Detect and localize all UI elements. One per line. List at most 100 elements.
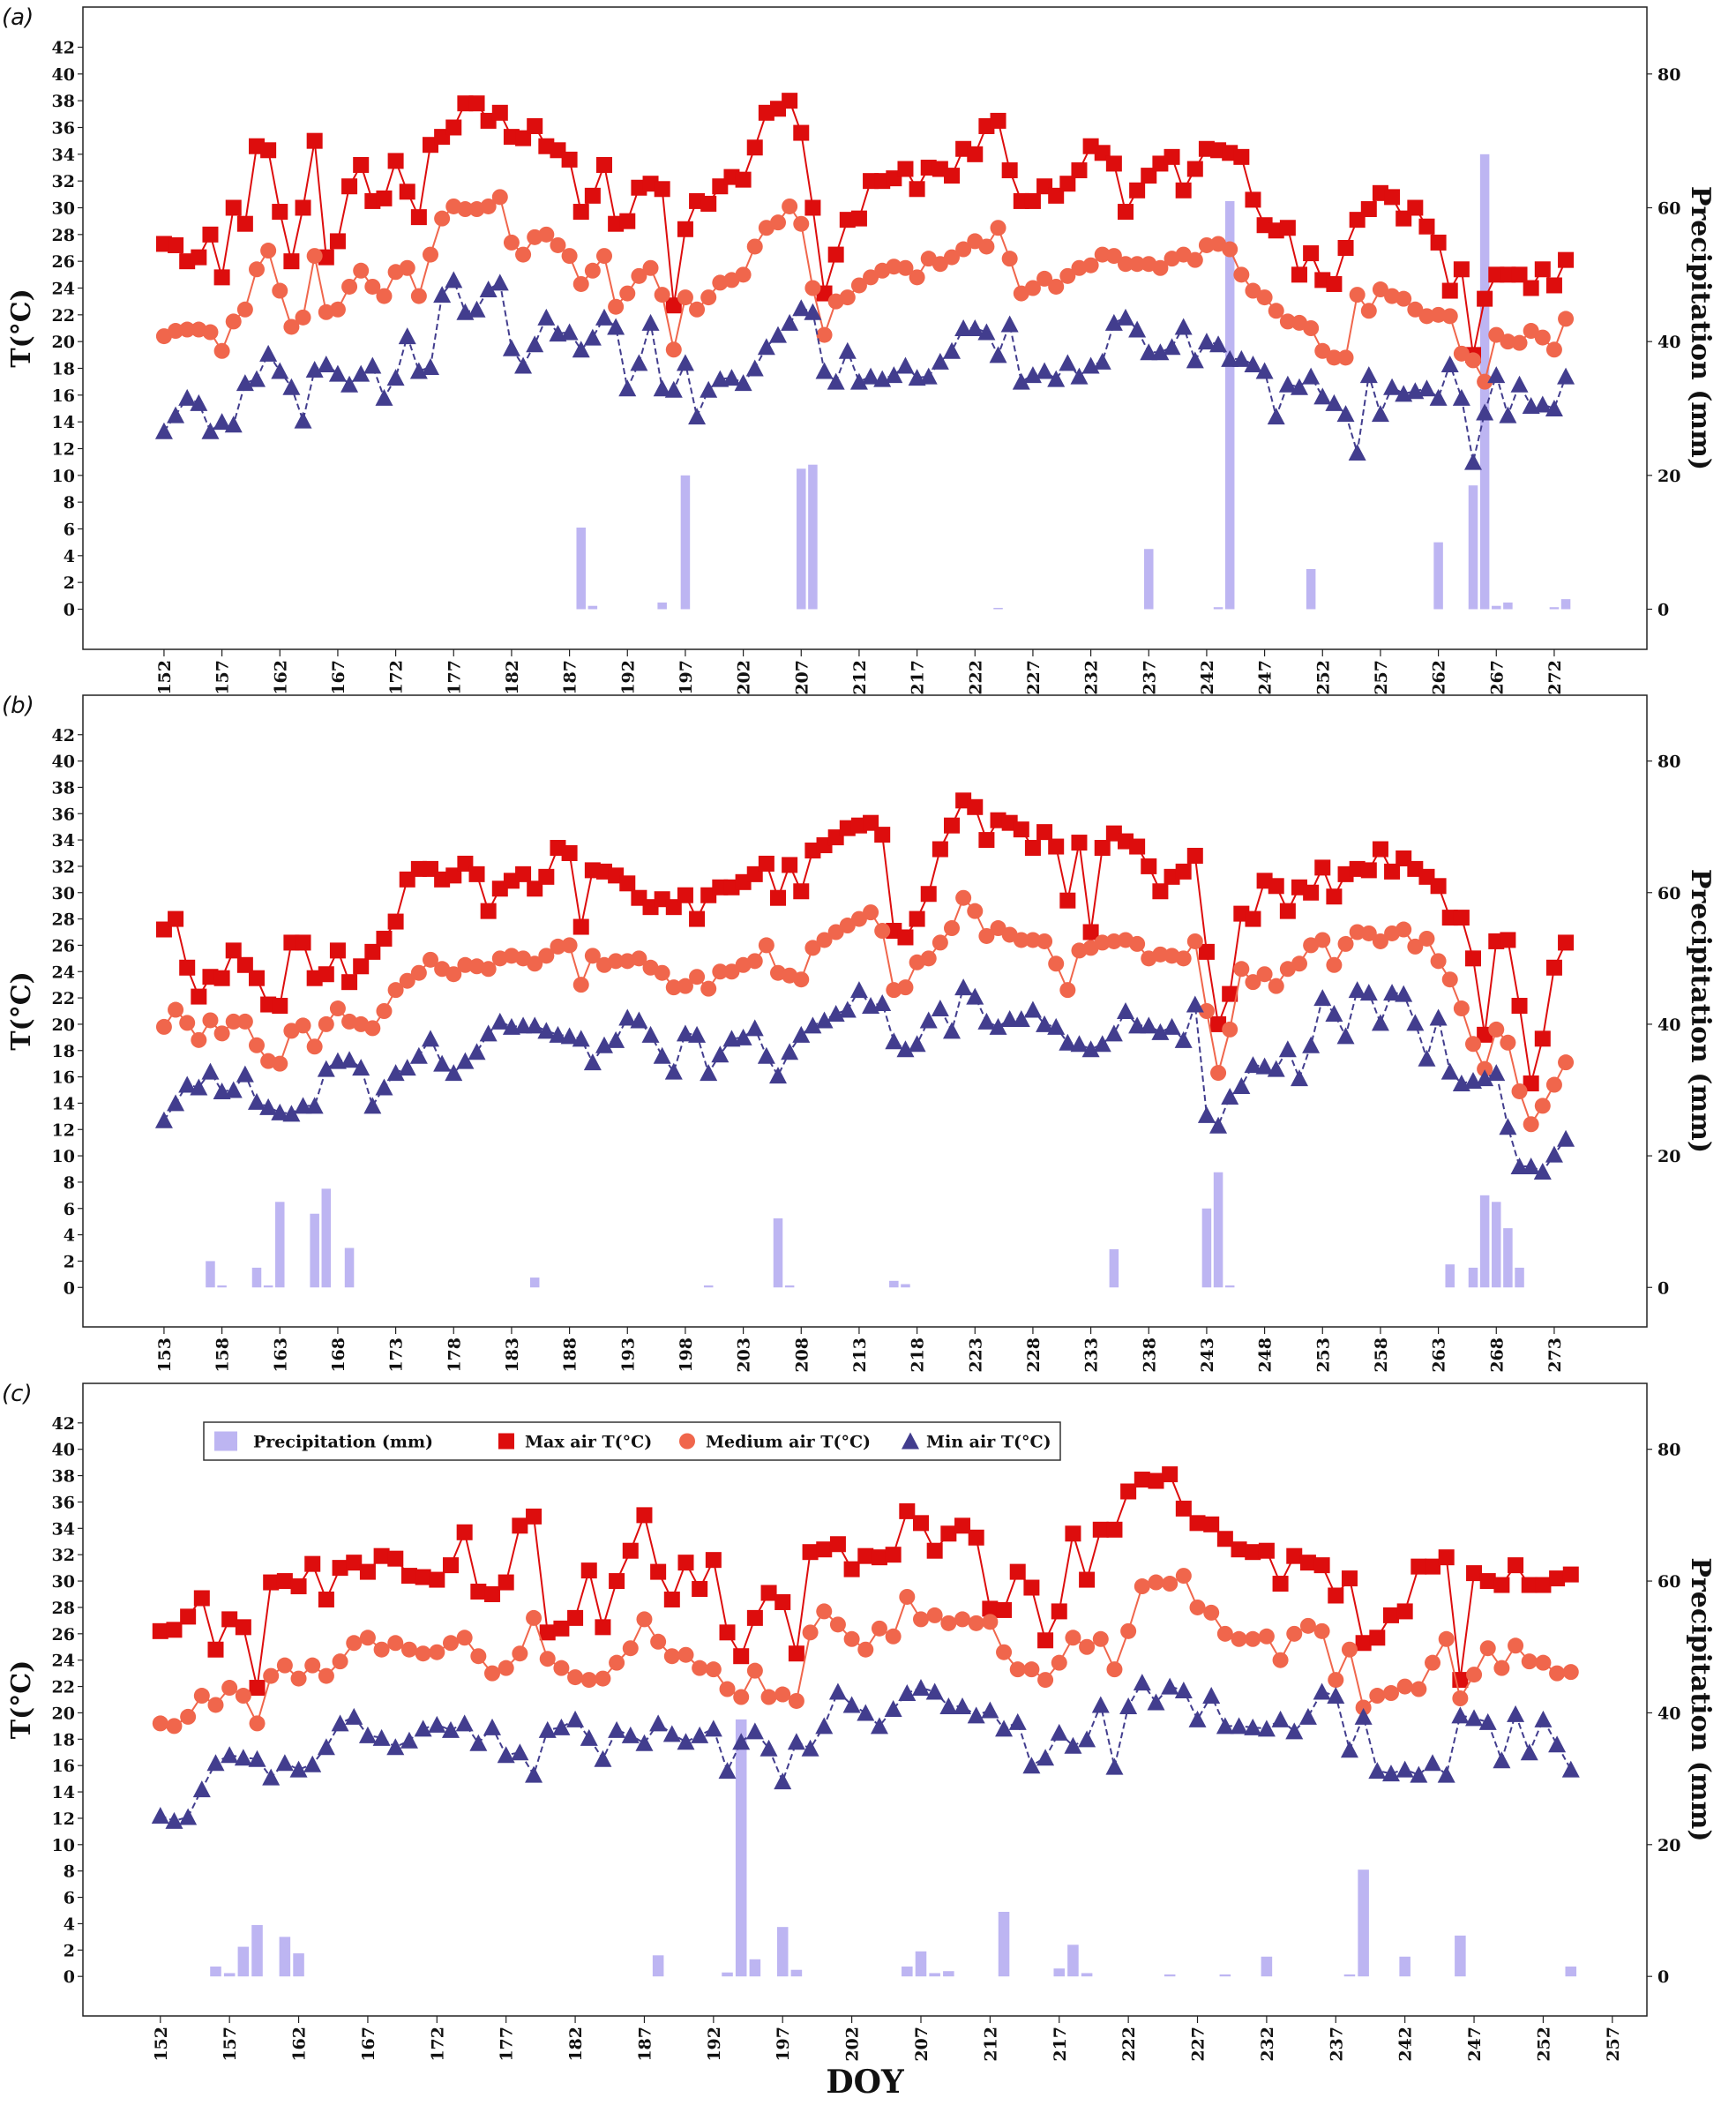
series-marker — [167, 406, 185, 423]
series-marker — [1341, 1641, 1358, 1658]
series-marker — [468, 865, 485, 882]
series-marker — [1313, 1622, 1330, 1639]
precipitation-bar — [680, 475, 691, 610]
series-marker — [1105, 155, 1122, 172]
precipitation-bar — [1067, 1944, 1079, 1977]
series-marker — [689, 910, 706, 927]
series-marker — [1059, 892, 1076, 909]
series-marker — [235, 1619, 251, 1636]
series-marker — [295, 1017, 311, 1034]
series-marker — [1233, 961, 1250, 978]
series-marker — [1230, 1717, 1248, 1735]
series-marker — [1440, 1062, 1459, 1080]
series-marker — [920, 950, 937, 967]
series-marker — [1406, 1014, 1425, 1031]
series-marker — [1255, 362, 1274, 379]
series-marker — [276, 1573, 293, 1590]
series-line — [163, 798, 1567, 1084]
series-marker — [1303, 245, 1320, 262]
y-tick-label: 18 — [52, 1042, 75, 1061]
series-marker — [260, 142, 277, 159]
series-marker — [1327, 1687, 1345, 1705]
y-axis-title: T(°C) — [6, 971, 37, 1051]
y-axis-title: T(°C) — [6, 1660, 37, 1740]
series-marker — [1476, 403, 1494, 421]
series-marker — [1410, 1681, 1427, 1697]
series-marker — [1396, 1603, 1413, 1620]
series-marker — [793, 124, 810, 141]
series-marker — [1059, 354, 1077, 371]
series-marker — [1129, 256, 1146, 273]
y-tick-label: 30 — [52, 884, 75, 903]
series-marker — [1012, 372, 1030, 390]
series-marker — [857, 1704, 875, 1721]
series-marker — [415, 1569, 431, 1585]
series-marker — [179, 1015, 196, 1031]
series-marker — [608, 1720, 626, 1738]
x-tick-label: 157 — [221, 2027, 240, 2062]
series-marker — [410, 288, 427, 304]
series-marker — [1152, 946, 1169, 963]
series-marker — [609, 1573, 625, 1590]
series-marker — [1326, 349, 1343, 366]
series-marker — [944, 249, 960, 266]
series-marker — [931, 1000, 949, 1017]
x-tick-label: 228 — [1024, 1337, 1044, 1373]
series-marker — [954, 319, 973, 336]
series-marker — [863, 269, 879, 286]
legend-swatch — [214, 1431, 237, 1451]
series-marker — [758, 855, 774, 872]
x-tick-label: 157 — [213, 660, 233, 695]
series-marker — [249, 970, 265, 986]
series-marker — [816, 1603, 833, 1620]
series-marker — [746, 139, 763, 156]
series-marker — [733, 1648, 750, 1665]
precipitation-bar — [310, 1213, 319, 1288]
series-marker — [816, 326, 833, 343]
y-tick-label: 14 — [52, 1783, 75, 1802]
y2-tick-label: 80 — [1657, 753, 1680, 772]
precipitation-bar — [529, 1278, 540, 1288]
precipitation-bar — [1479, 1195, 1490, 1288]
x-tick-label: 207 — [912, 2027, 932, 2062]
series-marker — [583, 1053, 602, 1071]
series-marker — [1438, 1549, 1455, 1566]
series-marker — [874, 923, 891, 940]
series-marker — [966, 987, 984, 1005]
y-tick-label: 6 — [64, 521, 75, 540]
series-marker — [1303, 884, 1320, 901]
series-marker — [1255, 1057, 1274, 1075]
precipitation-bar — [1503, 602, 1513, 610]
x-tick-label: 202 — [735, 660, 754, 695]
x-tick-label: 152 — [155, 660, 175, 695]
series-marker — [468, 1043, 486, 1060]
precipitation-bar — [749, 1959, 761, 1977]
series-marker — [1271, 1710, 1290, 1727]
panel: (c)0246810121416182022242628303234363840… — [2, 1381, 1716, 2101]
panel-label: (a) — [2, 4, 34, 31]
series-marker — [1558, 934, 1575, 951]
series-marker — [863, 904, 879, 921]
series-marker — [793, 883, 810, 900]
y-axis-title: T(°C) — [6, 288, 37, 368]
precipitation-bar — [929, 1973, 940, 1977]
series-marker — [1510, 375, 1529, 393]
series-marker — [1070, 1035, 1089, 1053]
series-marker — [654, 287, 670, 303]
series-marker — [897, 259, 914, 276]
series-marker — [249, 1680, 266, 1697]
series-marker — [793, 215, 810, 232]
series-marker — [221, 1611, 238, 1628]
series-marker — [1396, 921, 1412, 938]
y2-tick-label: 40 — [1657, 333, 1680, 352]
series-marker — [815, 1011, 834, 1029]
series-marker — [512, 1645, 528, 1662]
series-marker — [1256, 289, 1273, 306]
series-marker — [1203, 1604, 1220, 1621]
series-marker — [1120, 1483, 1137, 1500]
series-marker — [317, 355, 335, 372]
series-marker — [760, 1689, 777, 1705]
series-marker — [1197, 333, 1216, 350]
y2-tick-label: 60 — [1657, 1572, 1680, 1592]
precipitation-bar — [652, 1955, 664, 1977]
